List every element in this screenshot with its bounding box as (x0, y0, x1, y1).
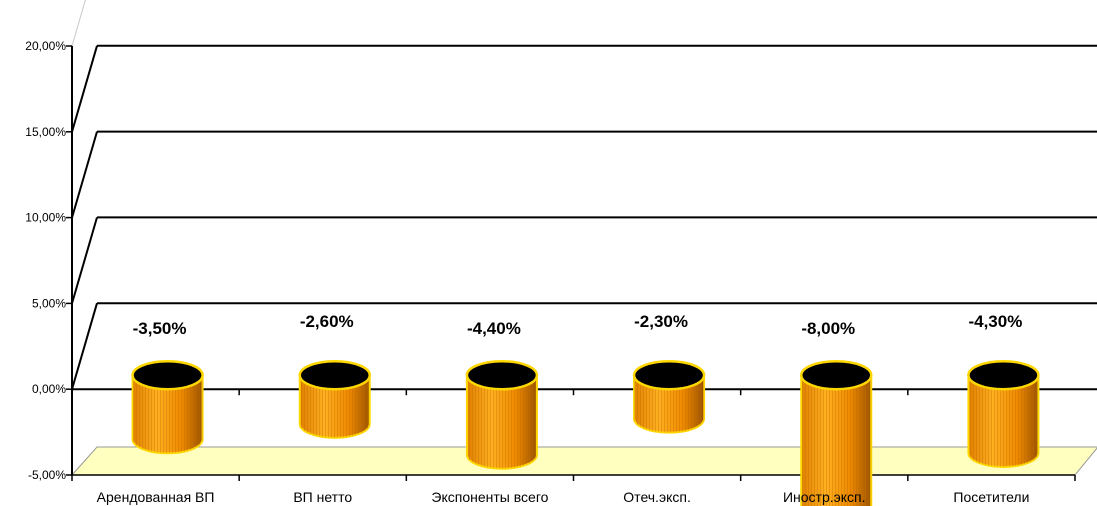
x-tick-label: ВП нетто (293, 489, 352, 505)
data-label: -4,30% (968, 312, 1022, 331)
x-tick-label: Арендованная ВП (97, 489, 215, 505)
data-label: -2,60% (300, 312, 354, 331)
y-tick-label: 15,00% (25, 125, 66, 139)
x-tick-label: Иностр.эксп. (783, 489, 866, 505)
gridline (71, 302, 1097, 390)
x-tick-label: Отеч.эксп. (623, 489, 691, 505)
chart-bars (131, 359, 1040, 506)
gridline (71, 130, 1097, 218)
y-tick-label: 20,00% (25, 39, 66, 53)
chart-floor (70, 446, 1097, 476)
data-label: -3,50% (133, 319, 187, 338)
chart-gridlines (71, 0, 1097, 390)
chart-labels: -3,50% Арендованная ВП -2,60% ВП нетто -4,40… (97, 312, 1030, 505)
x-tick-label: Посетители (953, 489, 1029, 505)
gridline (71, 216, 1097, 304)
data-label: -4,40% (467, 319, 521, 338)
y-tick-label: 10,00% (25, 211, 66, 225)
floor-plane (70, 446, 1097, 476)
data-label: -8,00% (801, 319, 855, 338)
y-tick-label: 0,00% (32, 382, 66, 396)
y-tick-label: -5,00% (28, 468, 66, 482)
gridline (71, 44, 1097, 133)
bar (800, 359, 873, 506)
bar (632, 359, 706, 434)
x-tick-label: Экспоненты всего (431, 489, 548, 505)
bar (298, 359, 371, 439)
bar (465, 359, 539, 470)
gridline (71, 0, 86, 47)
bar (131, 359, 204, 455)
chart-axes: -5,00% 0,00% 5,00% 10,00% 15,00% 20,00% (25, 39, 1097, 482)
data-label: -2,30% (634, 312, 688, 331)
y-tick-label: 5,00% (32, 296, 66, 310)
bar (967, 359, 1040, 468)
